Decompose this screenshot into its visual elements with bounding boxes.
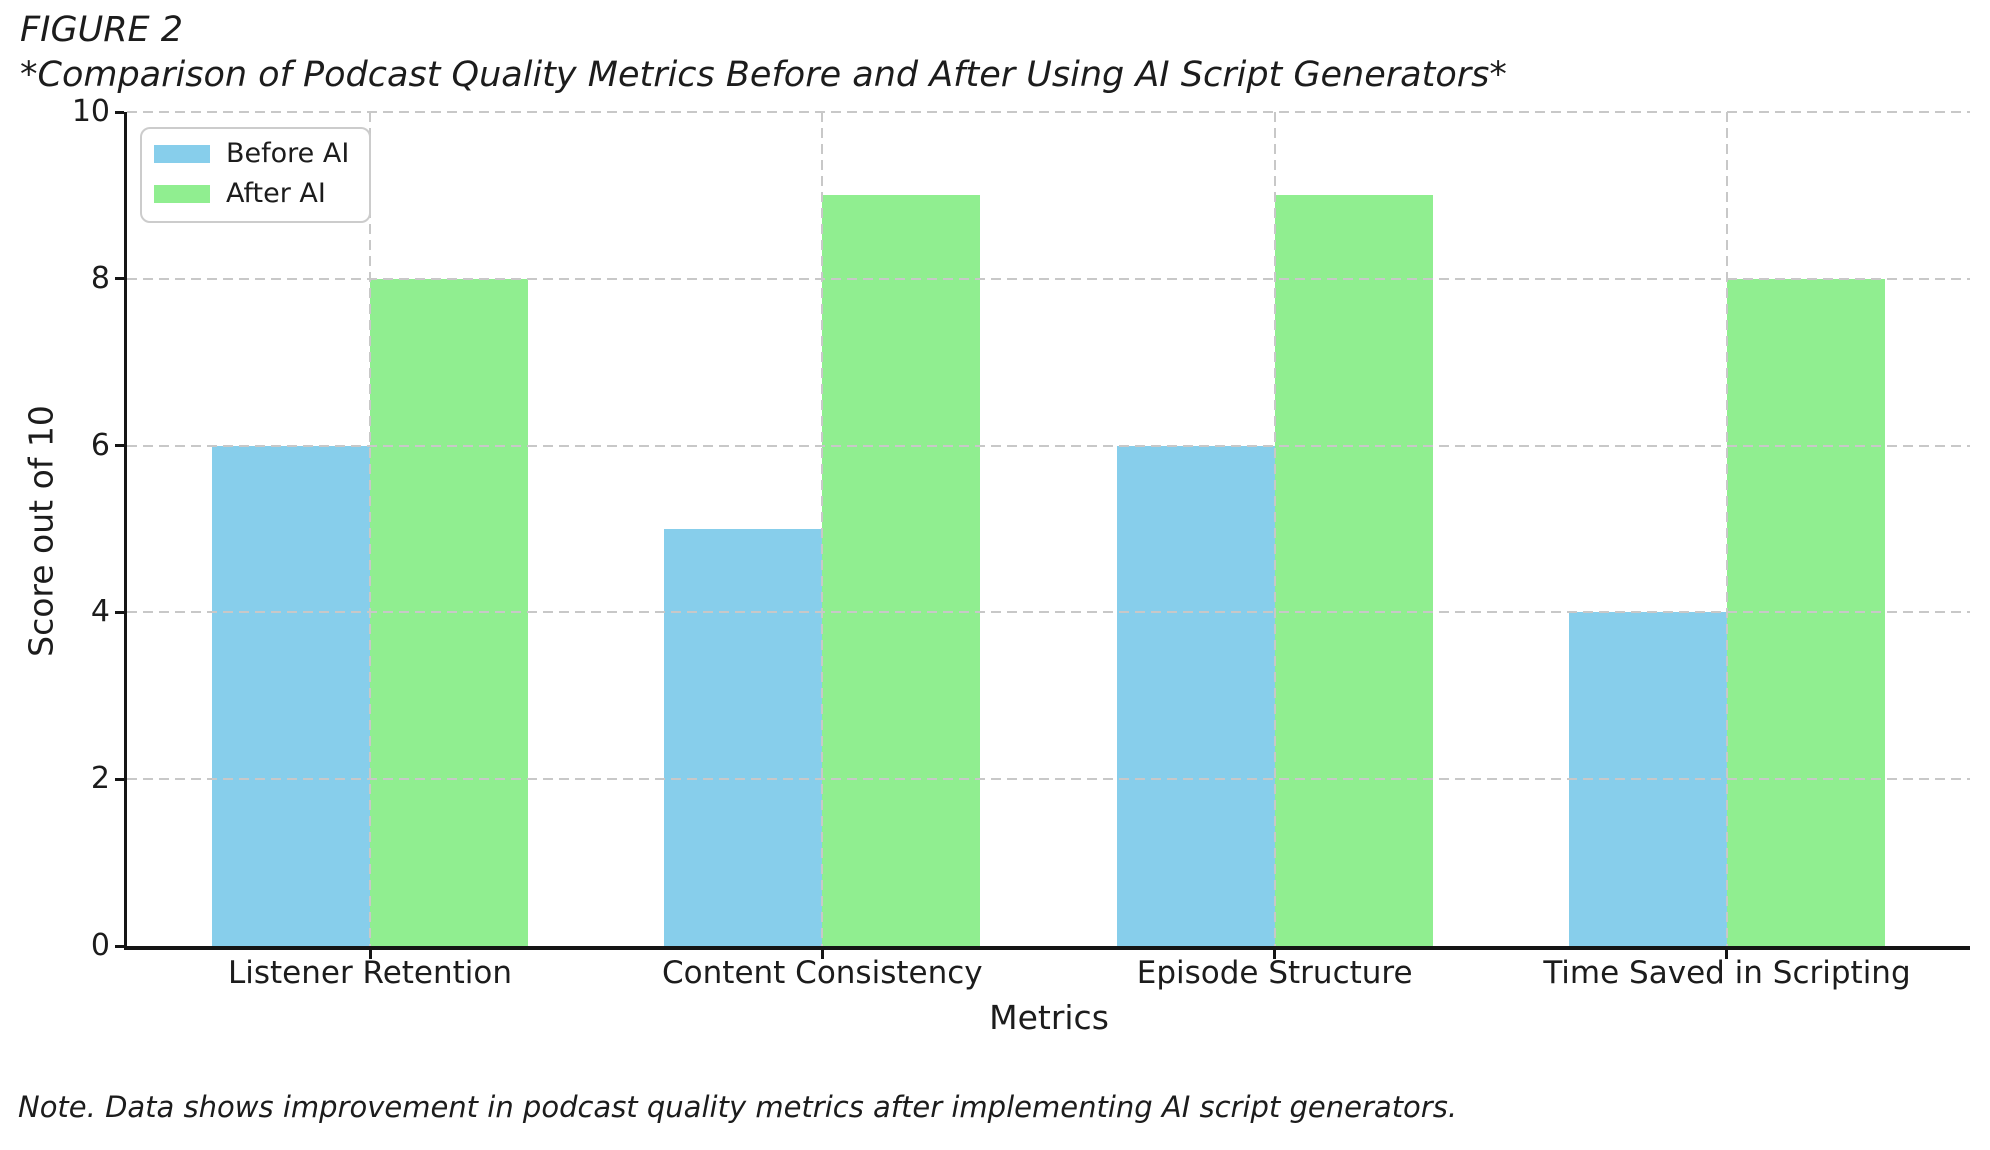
legend-label: Before AI (226, 138, 350, 169)
y-tick-mark (115, 610, 124, 614)
plot-area: Before AI After AI (127, 111, 1970, 946)
bar-before-ai-2 (1116, 445, 1275, 946)
legend: Before AI After AI (140, 127, 372, 223)
gridline-horizontal (127, 778, 1970, 781)
bar-after-ai-1 (822, 195, 981, 946)
y-tick-mark (115, 777, 124, 781)
figure-note: Note. Data shows improvement in podcast … (18, 1090, 1458, 1124)
x-tick-label: Content Consistency (662, 955, 983, 991)
gridline-vertical (1273, 112, 1276, 946)
figure-label: FIGURE 2 (20, 10, 184, 50)
legend-swatch-icon (154, 185, 210, 203)
y-tick-label: 8 (90, 260, 110, 296)
gridline-vertical (1725, 112, 1728, 946)
legend-item: Before AI (154, 139, 349, 169)
y-tick-label: 10 (71, 94, 110, 129)
y-tick-label: 4 (90, 594, 110, 630)
y-tick-label: 0 (90, 928, 110, 963)
y-axis-label: Score out of 10 (21, 405, 61, 657)
gridline-horizontal (127, 277, 1970, 280)
x-tick-label: Time Saved in Scripting (1543, 955, 1911, 991)
x-axis-label: Metrics (989, 998, 1109, 1037)
y-tick-mark (115, 277, 124, 281)
x-tick-mark (820, 950, 824, 959)
y-tick-mark (115, 110, 124, 114)
y-axis-spine (124, 112, 127, 950)
bar-before-ai-1 (664, 529, 823, 946)
gridline-horizontal (127, 444, 1970, 447)
y-tick-label: 2 (90, 761, 110, 797)
gridline-vertical (821, 112, 824, 946)
y-tick-mark (115, 444, 124, 448)
gridline-vertical (369, 112, 371, 946)
legend-label: After AI (226, 178, 326, 209)
x-axis-spine (124, 946, 1970, 950)
bar-after-ai-2 (1274, 195, 1433, 946)
x-tick-label: Listener Retention (227, 955, 513, 991)
legend-swatch-icon (154, 145, 210, 163)
y-tick-mark (115, 944, 124, 948)
legend-item: After AI (154, 179, 349, 209)
y-tick-label: 6 (90, 427, 110, 463)
chart-title: *Comparison of Podcast Quality Metrics B… (20, 55, 1507, 95)
x-tick-mark (1273, 950, 1277, 959)
gridline-horizontal (127, 611, 1970, 614)
x-tick-mark (1725, 950, 1729, 959)
gridline-horizontal (127, 111, 1970, 113)
bar-before-ai-0 (212, 445, 370, 946)
x-tick-mark (368, 950, 372, 959)
x-tick-label: Episode Structure (1136, 955, 1413, 991)
